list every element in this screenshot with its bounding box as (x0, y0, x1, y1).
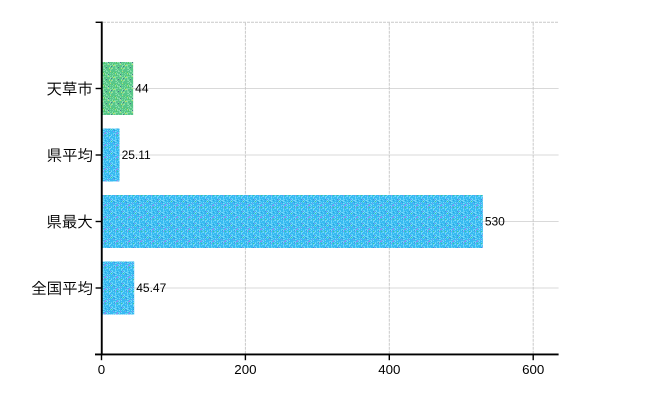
svg-text:400: 400 (378, 362, 400, 377)
svg-text:25.11: 25.11 (122, 148, 151, 162)
svg-text:0: 0 (98, 362, 105, 377)
svg-text:44: 44 (135, 82, 149, 96)
svg-text:530: 530 (485, 215, 505, 229)
svg-text:200: 200 (234, 362, 256, 377)
svg-text:600: 600 (522, 362, 544, 377)
svg-text:45.47: 45.47 (136, 281, 166, 295)
